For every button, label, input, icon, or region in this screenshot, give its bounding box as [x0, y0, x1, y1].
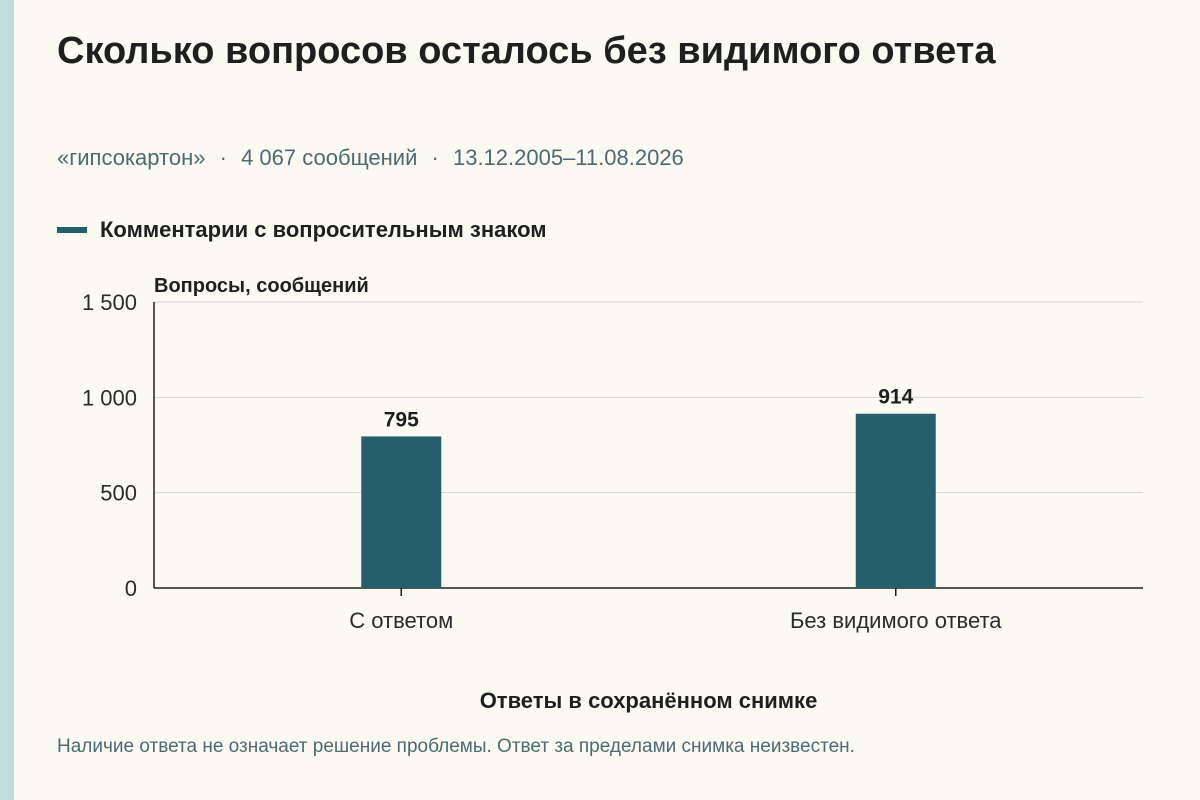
y-tick-label: 1 500 — [82, 290, 137, 315]
x-tick-label: С ответом — [349, 608, 453, 633]
y-axis-label: Вопросы, сообщений — [154, 275, 369, 297]
subtitle-source: «гипсокартон» — [57, 145, 206, 170]
subtitle-period: 13.12.2005–11.08.2026 — [452, 145, 684, 170]
subtitle-separator: · — [219, 145, 227, 170]
y-tick-label: 500 — [100, 481, 137, 506]
page-title: Сколько вопросов осталось без видимого о… — [57, 30, 996, 72]
y-tick-label: 1 000 — [82, 385, 137, 410]
subtitle-count: 4 067 сообщений — [241, 145, 418, 170]
y-tick-label: 0 — [125, 576, 137, 601]
side-accent-strip — [0, 0, 14, 800]
x-tick-label: Без видимого ответа — [790, 608, 1002, 633]
bar-value-label: 795 — [384, 408, 419, 431]
legend-swatch — [57, 227, 87, 233]
bar-value-label: 914 — [878, 386, 913, 409]
chart-legend: Комментарии с вопросительным знаком — [57, 217, 547, 243]
subtitle-separator: · — [431, 145, 439, 170]
legend-label: Комментарии с вопросительным знаком — [100, 217, 547, 242]
bar — [855, 413, 936, 588]
bar — [361, 436, 442, 588]
x-axis-label: Ответы в сохранённом снимке — [480, 688, 818, 713]
chart-subtitle: «гипсокартон» · 4 067 сообщений · 13.12.… — [57, 145, 684, 171]
chart-footnote: Наличие ответа не означает решение пробл… — [57, 736, 855, 757]
